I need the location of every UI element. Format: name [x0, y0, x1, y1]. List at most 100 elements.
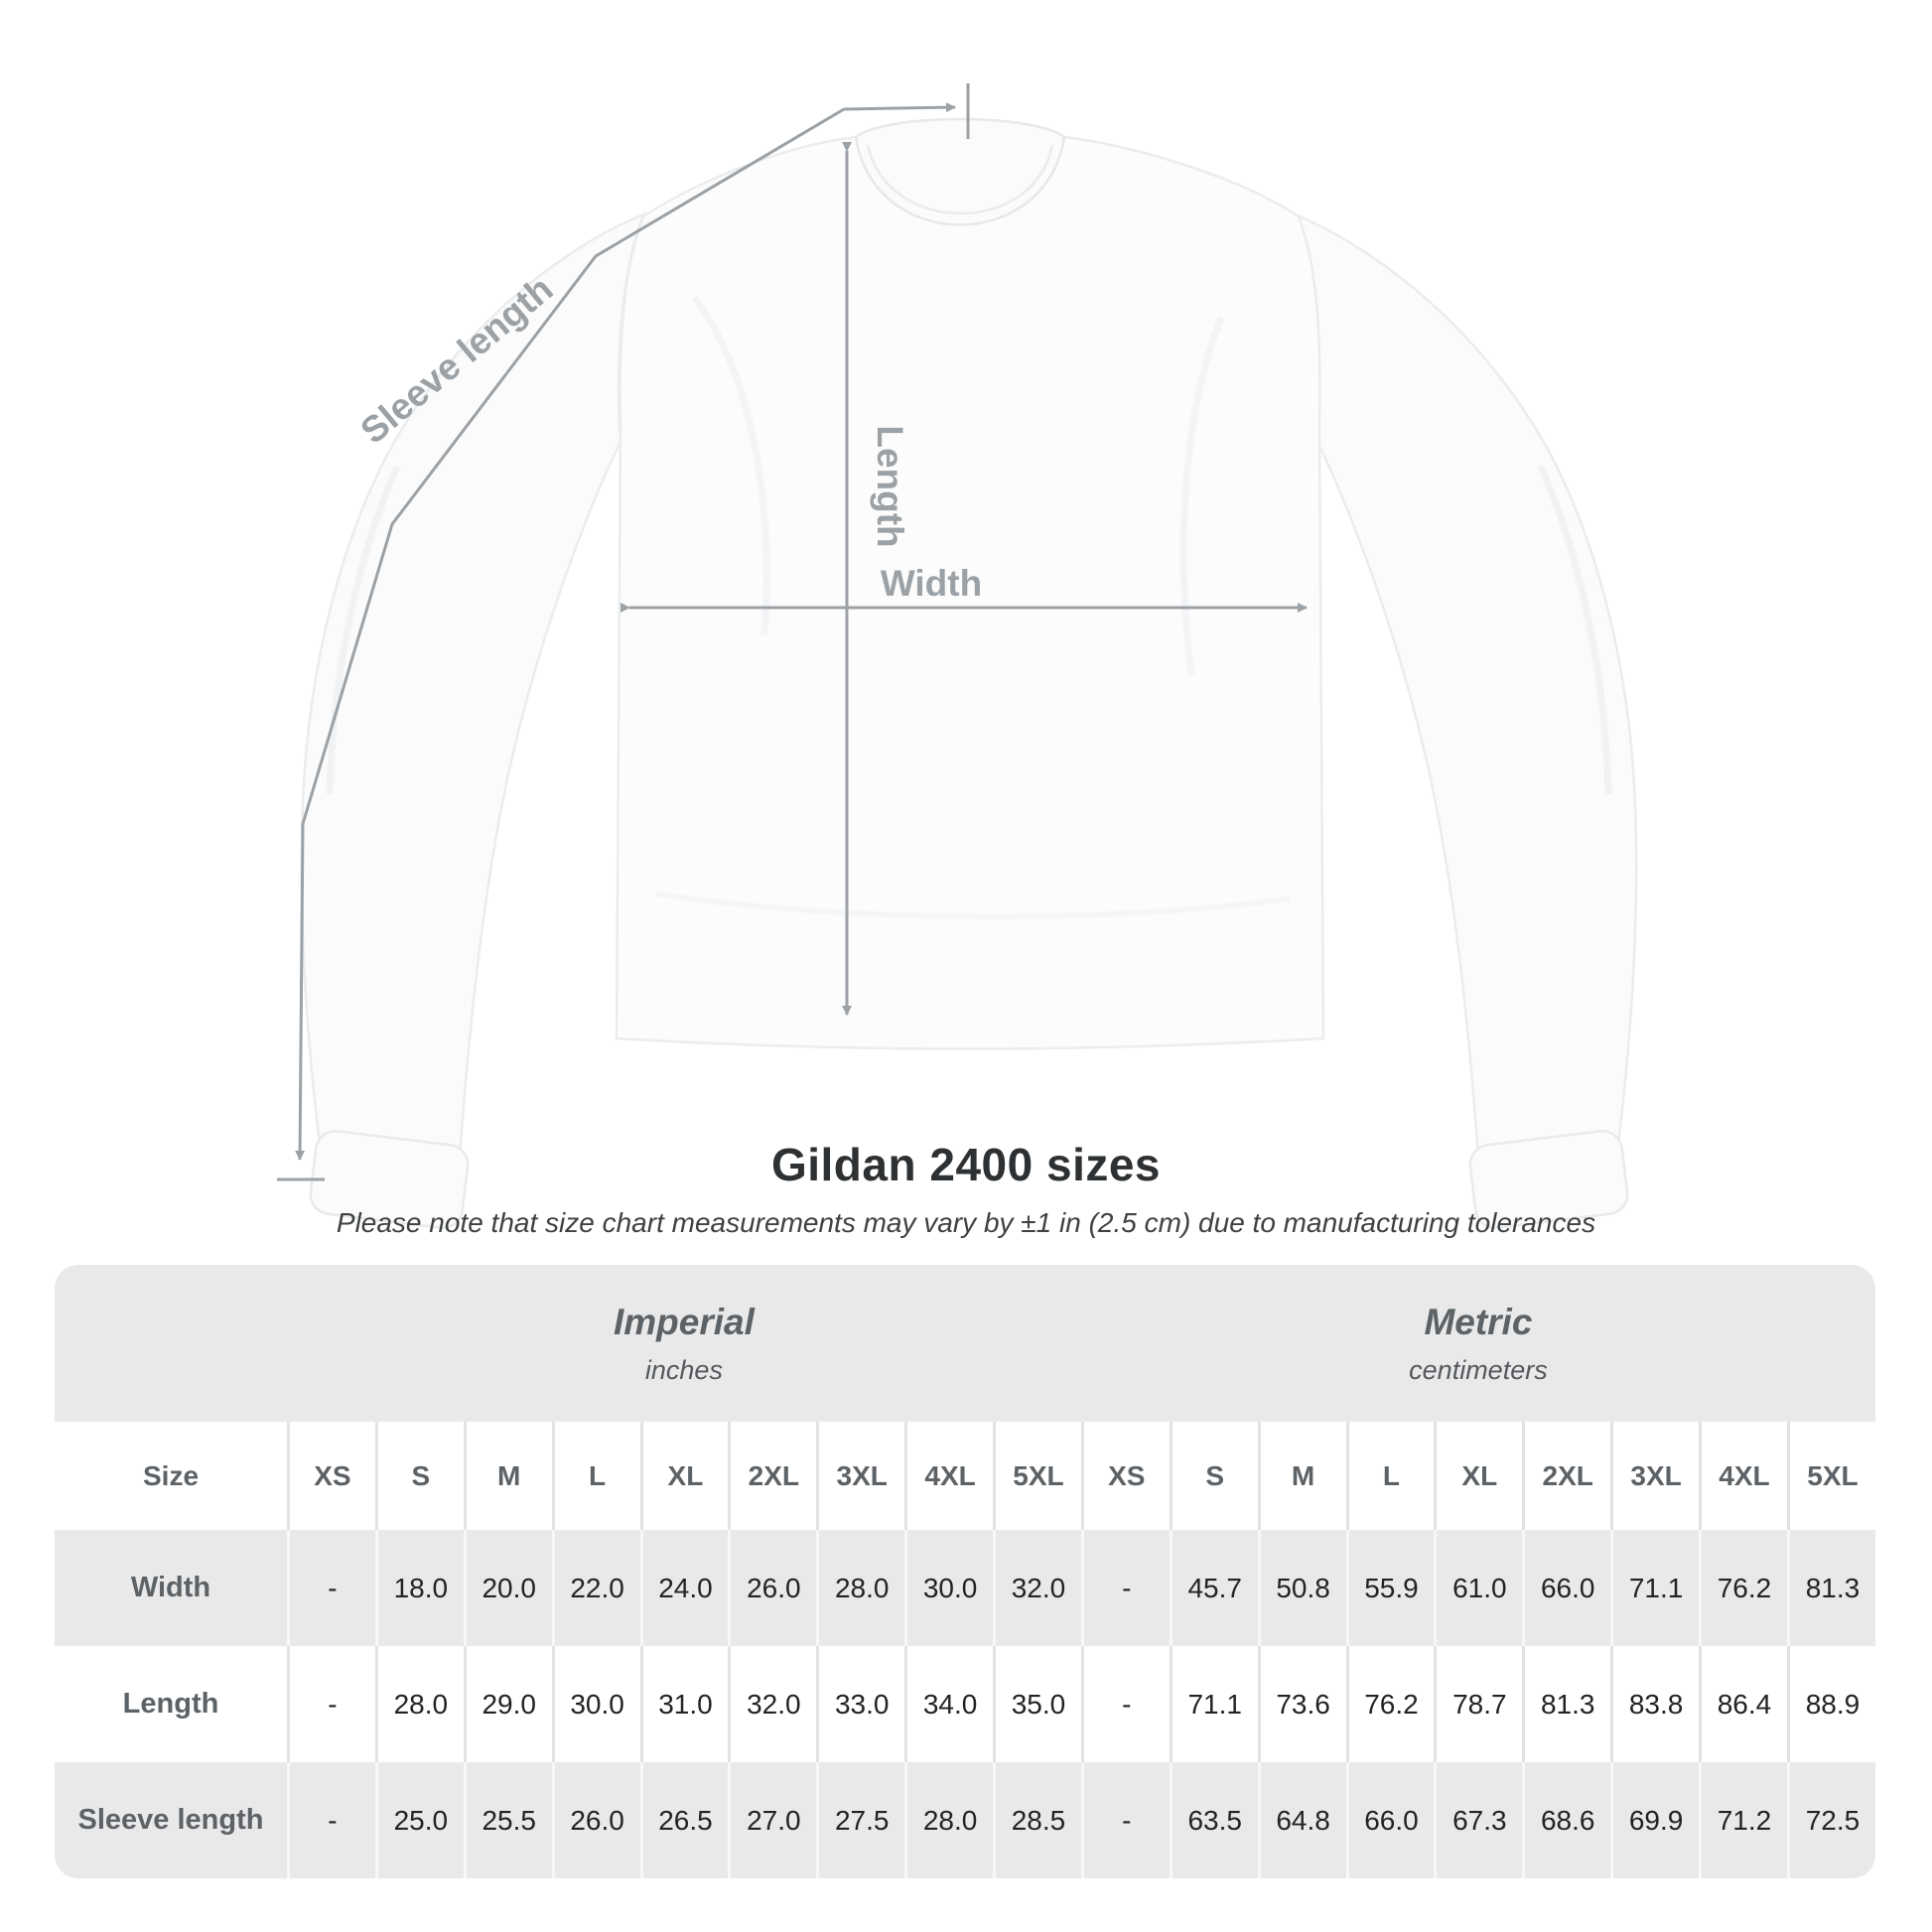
right-cuff — [1468, 1129, 1629, 1230]
left-cuff — [309, 1129, 470, 1230]
size-table-section: Imperial inches Metric centimeters Size … — [55, 1265, 1875, 1878]
shirt-measurement-diagram: Sleeve length Length Width — [277, 83, 1638, 1230]
sleeve-metric-3xl: 69.9 — [1610, 1762, 1699, 1878]
size-header-imperial-m: M — [463, 1422, 552, 1530]
width-row: Width - 18.0 20.0 22.0 24.0 26.0 28.0 30… — [55, 1530, 1875, 1646]
imperial-group-header: Imperial inches — [287, 1265, 1081, 1422]
right-sleeve — [1292, 211, 1638, 1172]
width-metric-s: 45.7 — [1169, 1530, 1258, 1646]
width-imperial-2xl: 26.0 — [728, 1530, 817, 1646]
size-header-imperial-3xl: 3XL — [816, 1422, 905, 1530]
width-metric-2xl: 66.0 — [1522, 1530, 1611, 1646]
length-row: Length - 28.0 29.0 30.0 31.0 32.0 33.0 3… — [55, 1646, 1875, 1762]
size-column-header: Size — [55, 1422, 287, 1530]
width-metric-m: 50.8 — [1257, 1530, 1346, 1646]
sleeve-metric-m: 64.8 — [1257, 1762, 1346, 1878]
sleeve-imperial-m: 25.5 — [463, 1762, 552, 1878]
length-imperial-3xl: 33.0 — [816, 1646, 905, 1762]
sleeve-metric-xs: - — [1080, 1762, 1170, 1878]
page-title: Gildan 2400 sizes — [770, 1139, 1162, 1190]
size-header-metric-4xl: 4XL — [1699, 1422, 1787, 1530]
length-metric-5xl: 88.9 — [1786, 1646, 1875, 1762]
length-imperial-2xl: 32.0 — [728, 1646, 817, 1762]
length-metric-4xl: 86.4 — [1699, 1646, 1787, 1762]
collar-inner-line — [866, 144, 1054, 215]
title-block: Gildan 2400 sizes Please note that size … — [0, 1138, 1932, 1239]
length-imperial-4xl: 34.0 — [904, 1646, 993, 1762]
width-metric-xl: 61.0 — [1434, 1530, 1523, 1646]
width-imperial-4xl: 30.0 — [904, 1530, 993, 1646]
length-metric-3xl: 83.8 — [1610, 1646, 1699, 1762]
sleeve-length-line — [295, 107, 845, 1161]
length-imperial-l: 30.0 — [551, 1646, 640, 1762]
sleeve-length-row: Sleeve length - 25.0 25.5 26.0 26.5 27.0… — [55, 1762, 1875, 1878]
sleeve-imperial-2xl: 27.0 — [728, 1762, 817, 1878]
size-header-metric-m: M — [1257, 1422, 1346, 1530]
width-metric-5xl: 81.3 — [1786, 1530, 1875, 1646]
sleeve-imperial-xs: - — [287, 1762, 375, 1878]
size-header-imperial-5xl: 5XL — [993, 1422, 1081, 1530]
size-header-imperial-s: S — [374, 1422, 464, 1530]
size-header-imperial-l: L — [551, 1422, 640, 1530]
width-metric-4xl: 76.2 — [1699, 1530, 1787, 1646]
width-imperial-3xl: 28.0 — [816, 1530, 905, 1646]
collar — [854, 117, 1066, 226]
size-header-imperial-xl: XL — [639, 1422, 729, 1530]
sleeve-imperial-4xl: 28.0 — [904, 1762, 993, 1878]
metric-group-header: Metric centimeters — [1080, 1265, 1875, 1422]
metric-label: Metric — [1424, 1301, 1533, 1342]
sleeve-metric-5xl: 72.5 — [1786, 1762, 1875, 1878]
size-table: Imperial inches Metric centimeters Size … — [55, 1265, 1875, 1878]
unit-group-header-row: Imperial inches Metric centimeters — [55, 1265, 1875, 1422]
size-header-metric-5xl: 5XL — [1786, 1422, 1875, 1530]
size-header-metric-l: L — [1345, 1422, 1435, 1530]
length-imperial-xs: - — [287, 1646, 375, 1762]
size-header-metric-2xl: 2XL — [1522, 1422, 1611, 1530]
sleeve-metric-xl: 67.3 — [1434, 1762, 1523, 1878]
row-label-width: Width — [55, 1530, 287, 1646]
sleeve-imperial-l: 26.0 — [551, 1762, 640, 1878]
length-label: Length — [870, 425, 910, 547]
measurement-lines — [277, 83, 1308, 1181]
size-header-imperial-4xl: 4XL — [904, 1422, 993, 1530]
length-metric-xl: 78.7 — [1434, 1646, 1523, 1762]
shirt-diagram-svg: Sleeve length Length Width — [277, 83, 1638, 1230]
sleeve-imperial-3xl: 27.5 — [816, 1762, 905, 1878]
sleeve-imperial-s: 25.0 — [374, 1762, 464, 1878]
size-header-row: Size XS S M L XL 2XL 3XL 4XL 5XL XS S M … — [55, 1422, 1875, 1530]
metric-sublabel: centimeters — [1409, 1354, 1548, 1385]
imperial-sublabel: inches — [644, 1354, 723, 1385]
row-label-sleeve-length: Sleeve length — [55, 1762, 287, 1878]
sleeve-metric-s: 63.5 — [1169, 1762, 1258, 1878]
width-imperial-s: 18.0 — [374, 1530, 464, 1646]
group-header-spacer — [55, 1265, 287, 1422]
width-imperial-m: 20.0 — [463, 1530, 552, 1646]
width-imperial-xl: 24.0 — [639, 1530, 729, 1646]
size-header-metric-xs: XS — [1080, 1422, 1170, 1530]
sleeve-metric-4xl: 71.2 — [1699, 1762, 1787, 1878]
sleeve-horizontal-segment — [843, 102, 956, 113]
sleeve-imperial-xl: 26.5 — [639, 1762, 729, 1878]
width-metric-3xl: 71.1 — [1610, 1530, 1699, 1646]
length-metric-xs: - — [1080, 1646, 1170, 1762]
length-metric-l: 76.2 — [1345, 1646, 1435, 1762]
width-metric-xs: - — [1080, 1530, 1170, 1646]
size-header-imperial-xs: XS — [287, 1422, 375, 1530]
shirt-artwork — [300, 117, 1638, 1230]
length-imperial-xl: 31.0 — [639, 1646, 729, 1762]
row-label-length: Length — [55, 1646, 287, 1762]
width-imperial-5xl: 32.0 — [993, 1530, 1081, 1646]
size-header-metric-s: S — [1169, 1422, 1258, 1530]
tolerance-note: Please note that size chart measurements… — [336, 1207, 1596, 1238]
length-metric-s: 71.1 — [1169, 1646, 1258, 1762]
size-header-metric-xl: XL — [1434, 1422, 1523, 1530]
sleeve-metric-l: 66.0 — [1345, 1762, 1435, 1878]
width-imperial-xs: - — [287, 1530, 375, 1646]
length-metric-m: 73.6 — [1257, 1646, 1346, 1762]
length-metric-2xl: 81.3 — [1522, 1646, 1611, 1762]
width-label: Width — [881, 563, 982, 604]
length-imperial-m: 29.0 — [463, 1646, 552, 1762]
sleeve-metric-2xl: 68.6 — [1522, 1762, 1611, 1878]
length-imperial-5xl: 35.0 — [993, 1646, 1081, 1762]
